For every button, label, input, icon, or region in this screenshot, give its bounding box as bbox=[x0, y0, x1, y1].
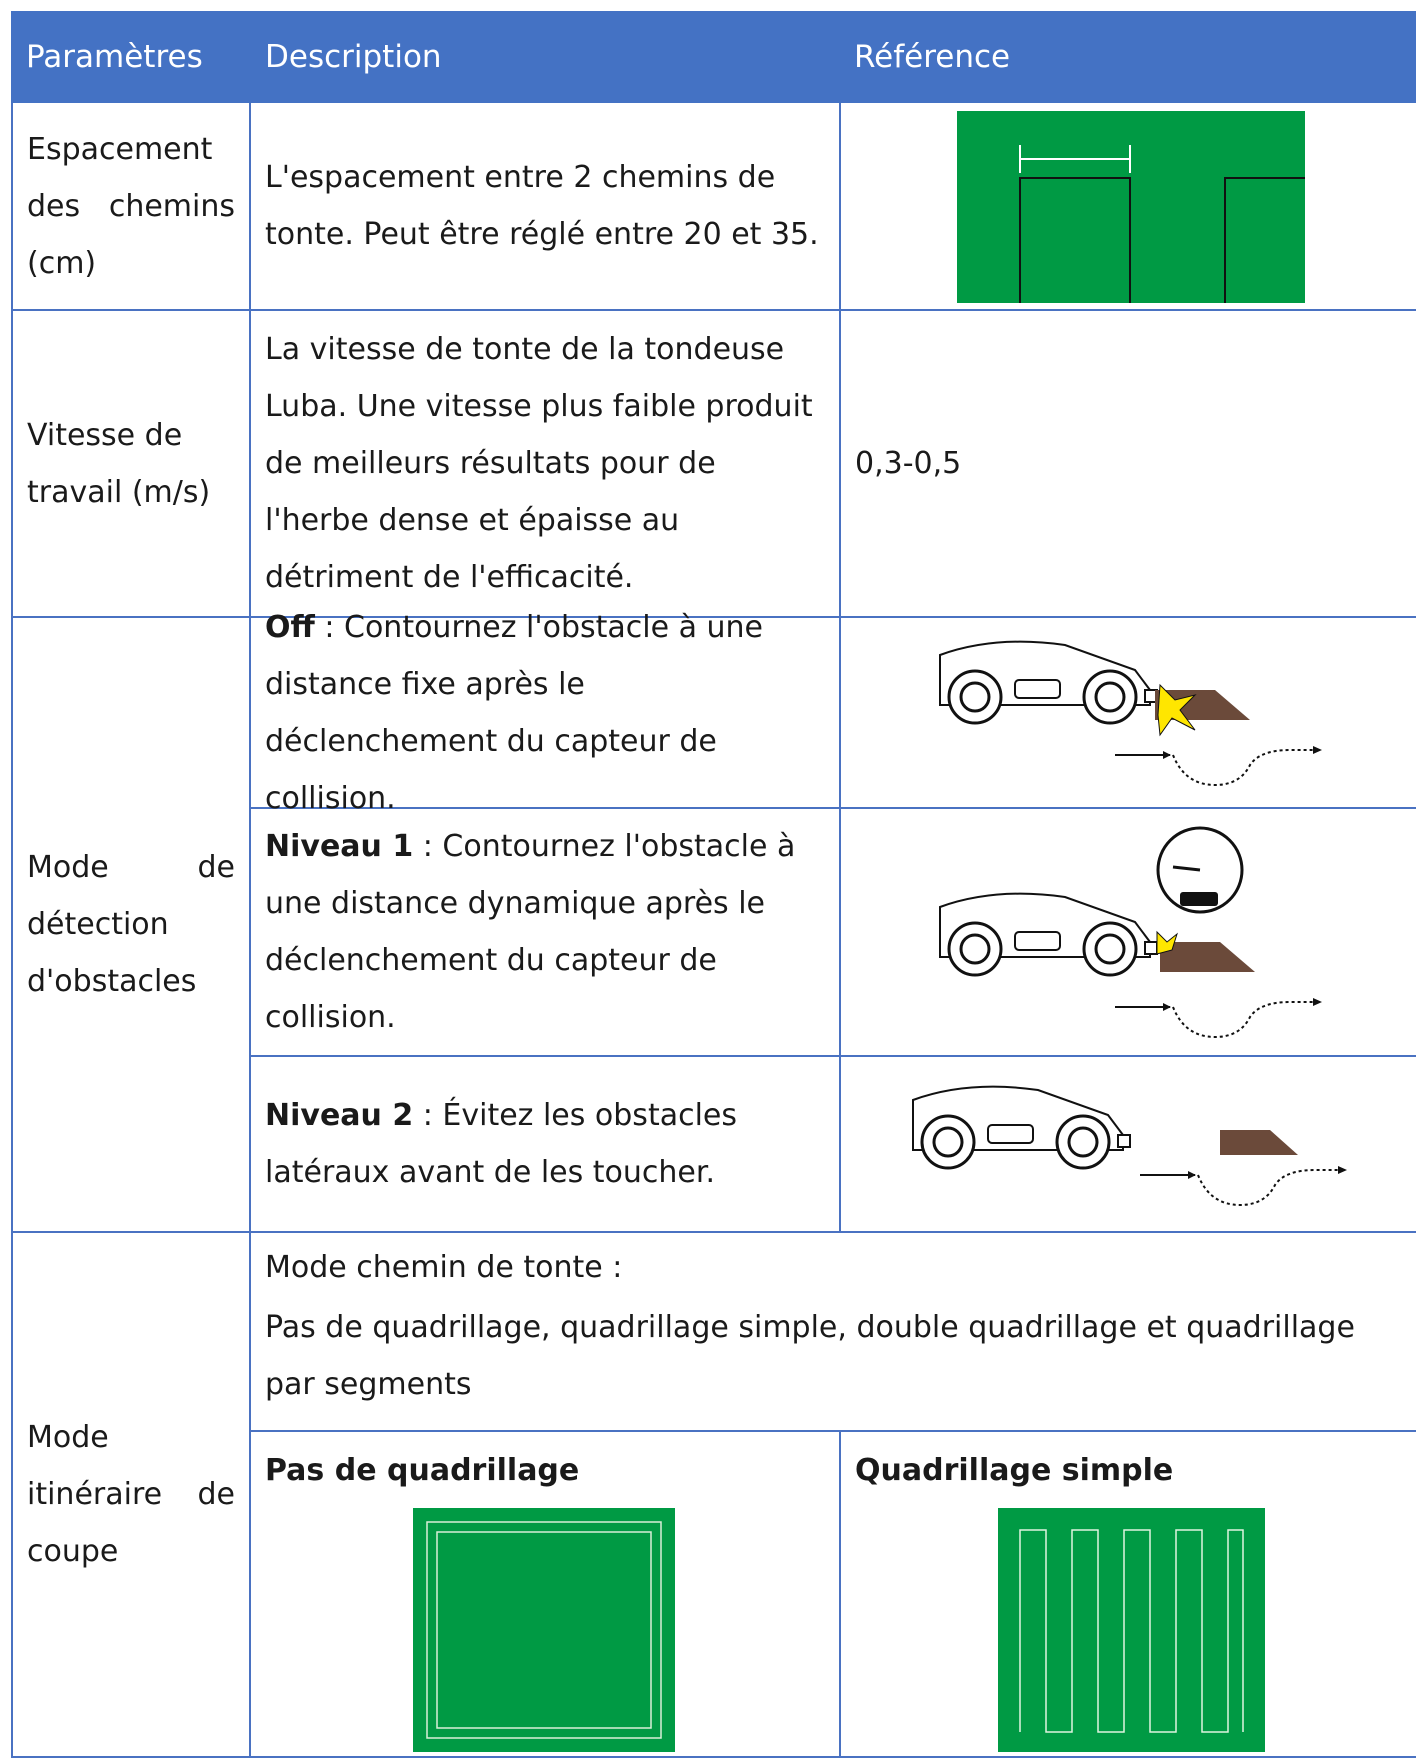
cell: Mode chemin de tonte : Pas de quadrillag… bbox=[249, 1233, 1416, 1432]
parameter: Mode itinéraire de coupe bbox=[27, 1420, 235, 1569]
option-label: Off bbox=[265, 609, 315, 645]
description: La vitesse de tonte de la tondeuse Luba.… bbox=[265, 332, 813, 595]
cell: Mode itinéraire de coupe bbox=[11, 1233, 249, 1758]
cell bbox=[839, 1057, 1416, 1233]
option-label: Niveau 2 bbox=[265, 1098, 414, 1133]
cell: Pas de quadrillage bbox=[249, 1432, 839, 1758]
parameter: Mode de détection d'obstacles bbox=[27, 850, 235, 999]
option-text: : Évitez les obstacles latéraux avant de… bbox=[265, 1098, 738, 1190]
description: L'espacement entre 2 chemins de tonte. P… bbox=[265, 160, 819, 252]
option: Off : Contournez l'obstacle à une distan… bbox=[265, 599, 825, 827]
cell: Off : Contournez l'obstacle à une distan… bbox=[249, 610, 839, 816]
cell: Niveau 2 : Évitez les obstacles latéraux… bbox=[249, 1057, 839, 1233]
option-label: Niveau 1 bbox=[265, 829, 414, 864]
cell bbox=[839, 618, 1416, 809]
simple-grid-illustration bbox=[998, 1508, 1265, 1752]
cell: L'espacement entre 2 chemins de tonte. P… bbox=[249, 103, 839, 311]
intro: Mode chemin de tonte : bbox=[265, 1250, 623, 1285]
reference: 0,3-0,5 bbox=[855, 446, 962, 481]
cell: Espacement des chemins (cm) bbox=[11, 103, 249, 311]
cell: Vitesse de travail (m/s) bbox=[11, 311, 249, 618]
option: Niveau 2 : Évitez les obstacles latéraux… bbox=[265, 1087, 825, 1201]
spacing-illustration bbox=[957, 111, 1305, 303]
cell bbox=[839, 809, 1416, 1057]
no-grid-illustration bbox=[413, 1508, 675, 1752]
header-cell: Référence bbox=[854, 39, 1011, 75]
cell: La vitesse de tonte de la tondeuse Luba.… bbox=[249, 311, 839, 618]
cell: Niveau 1 : Contournez l'obstacle à une d… bbox=[249, 809, 839, 1057]
option-text: : Contournez l'obstacle à une distance f… bbox=[265, 609, 763, 816]
cell: Quadrillage simple bbox=[839, 1432, 1416, 1758]
cell bbox=[839, 103, 1416, 311]
parameter: Vitesse de travail (m/s) bbox=[27, 417, 211, 510]
obstacle-level2-illustration bbox=[911, 1085, 1348, 1206]
cell: 0,3-0,5 bbox=[839, 311, 1416, 618]
cell: Mode de détection d'obstacles bbox=[11, 618, 249, 1233]
pattern-title: Quadrillage simple bbox=[855, 1453, 1174, 1488]
parameter: Espacement des chemins (cm) bbox=[27, 131, 235, 281]
option-text: : Contournez l'obstacle à une distance d… bbox=[265, 829, 796, 1035]
header-cell: Description bbox=[265, 39, 442, 75]
table-header: Paramètres Description Référence bbox=[11, 11, 1416, 103]
modes: Pas de quadrillage, quadrillage simple, … bbox=[265, 1310, 1355, 1402]
header-cell: Paramètres bbox=[26, 39, 203, 75]
obstacle-level1-illustration bbox=[938, 826, 1323, 1038]
pattern-title: Pas de quadrillage bbox=[265, 1453, 580, 1488]
option: Niveau 1 : Contournez l'obstacle à une d… bbox=[265, 818, 825, 1046]
obstacle-off-illustration bbox=[938, 640, 1323, 786]
